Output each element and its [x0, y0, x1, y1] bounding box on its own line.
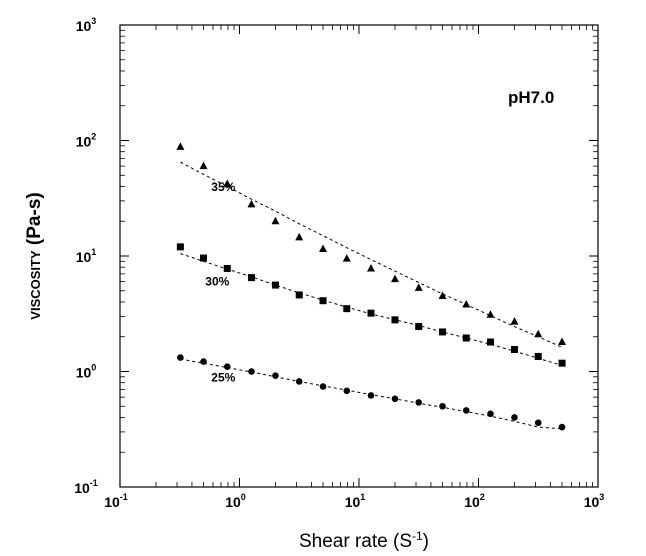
circle-marker: [223, 363, 231, 371]
circle-marker: [415, 399, 423, 406]
series-label-circle: 25%: [211, 371, 235, 385]
triangle-marker: [199, 161, 208, 170]
circle-marker: [295, 378, 303, 385]
triangle-marker: [366, 263, 375, 272]
circle-marker: [200, 358, 207, 365]
square-marker: [415, 323, 423, 331]
triangle-marker: [462, 300, 471, 308]
triangle-marker: [176, 142, 185, 150]
y-tick-label: 100: [76, 363, 97, 381]
circle-marker: [439, 402, 446, 410]
square-marker: [510, 346, 518, 354]
triangle-marker: [295, 232, 304, 241]
circle-marker: [487, 410, 494, 418]
triangle-marker: [414, 283, 423, 291]
square-marker: [176, 243, 184, 251]
circle-marker: [511, 414, 518, 421]
x-tick-labels: 10-1 100 101 102 103: [104, 492, 604, 510]
x-axis-label: Shear rate (S-1): [299, 529, 429, 552]
circle-marker: [391, 395, 399, 403]
square-marker: [271, 281, 279, 289]
circle-marker: [319, 383, 327, 390]
fit-line: [180, 161, 563, 348]
triangle-marker: [247, 199, 256, 208]
square-marker: [391, 316, 399, 324]
square-marker: [486, 338, 494, 346]
square-marker: [462, 334, 470, 342]
circle-marker: [248, 368, 255, 375]
triangle-marker: [534, 329, 543, 338]
circle-marker: [534, 419, 542, 427]
x-tick-label: 103: [584, 492, 605, 510]
x-tick-label: 100: [225, 492, 246, 510]
series-labels: 35% 30% 25%: [205, 180, 235, 385]
square-marker: [367, 309, 375, 317]
square-marker: [200, 254, 208, 262]
circle-marker: [272, 372, 279, 379]
circle-marker: [343, 387, 351, 395]
circle-marker: [177, 354, 184, 361]
triangle-marker: [342, 254, 351, 262]
triangle-marker: [319, 244, 328, 252]
y-tick-label: 101: [76, 247, 97, 265]
triangle-marker: [223, 179, 232, 188]
circle-marker: [558, 423, 566, 431]
minor-ticks: [120, 25, 598, 487]
square-marker: [439, 328, 447, 336]
square-marker: [247, 274, 255, 282]
series-label-square: 30%: [205, 274, 229, 288]
y-tick-label: 102: [76, 132, 97, 150]
square-marker: [558, 359, 566, 367]
square-marker: [343, 305, 351, 313]
y-tick-label: 10-1: [74, 478, 98, 496]
annotation-ph: pH7.0: [508, 88, 554, 107]
fit-lines: [180, 161, 563, 430]
x-tick-label: 102: [464, 492, 485, 510]
triangle-marker: [510, 317, 519, 325]
y-axis-label: VISCOSITY (Pa-s): [24, 192, 45, 319]
y-tick-label: 103: [76, 16, 97, 34]
square-marker: [534, 352, 542, 360]
y-tick-labels: 10-1 100 101 102 103: [74, 16, 98, 496]
x-tick-label: 101: [345, 492, 366, 510]
triangle-marker: [486, 310, 495, 318]
x-tick-label: 10-1: [104, 492, 128, 510]
triangle-marker: [558, 337, 567, 346]
data-markers: [176, 142, 567, 431]
circle-marker: [367, 392, 375, 399]
major-ticks: [119, 24, 599, 488]
triangle-marker: [271, 216, 280, 225]
series-label-triangle: 35%: [211, 180, 235, 194]
circle-marker: [462, 407, 470, 414]
square-marker: [319, 297, 327, 305]
triangle-marker: [438, 291, 447, 300]
square-marker: [295, 291, 303, 299]
triangle-marker: [390, 274, 399, 283]
square-marker: [223, 264, 231, 272]
